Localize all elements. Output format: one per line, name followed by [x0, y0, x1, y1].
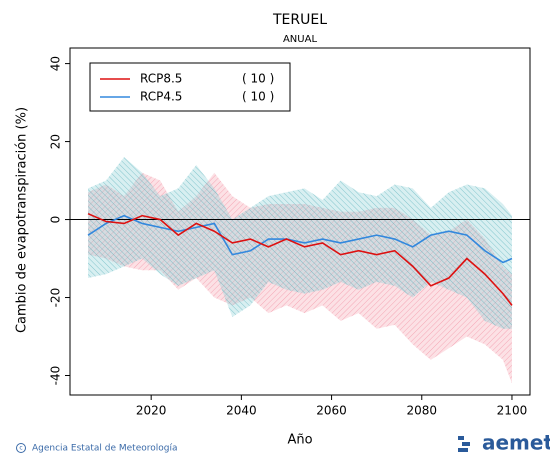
legend-label: RCP4.5: [140, 90, 182, 104]
x-tick-label: 2100: [497, 404, 528, 418]
legend-members: ( 10 ): [242, 72, 274, 86]
series-line: [87, 212, 513, 306]
y-tick-label: 0: [49, 216, 63, 224]
y-tick-label: 20: [49, 134, 63, 149]
y-tick-label: -20: [49, 288, 63, 308]
series-line: [87, 214, 513, 264]
chart-subtitle: ANUAL: [283, 34, 317, 45]
x-tick-label: 2020: [136, 404, 167, 418]
x-tick-label: 2040: [226, 404, 257, 418]
y-tick-label: -40: [49, 366, 63, 386]
x-tick-label: 2060: [316, 404, 347, 418]
footer-logo-icon: c: [16, 443, 26, 453]
svg-text:c: c: [19, 445, 22, 452]
legend-box: [89, 62, 291, 112]
plot-frame: [69, 47, 531, 396]
y-axis-label: Cambio de evapotranspiración (%): [15, 107, 30, 333]
y-tick-label: 40: [49, 56, 63, 71]
chart-title: TERUEL: [272, 12, 327, 28]
x-tick-label: 2080: [406, 404, 437, 418]
legend-members: ( 10 ): [242, 90, 274, 104]
aemet-logo: aemet: [482, 431, 550, 455]
band-hatch: [88, 157, 512, 329]
footer-agency: Agencia Estatal de Meteorología: [32, 444, 178, 454]
legend-label: RCP8.5: [140, 72, 182, 86]
aemet-logo-mark: [458, 436, 470, 452]
x-axis-label: Año: [287, 433, 312, 448]
